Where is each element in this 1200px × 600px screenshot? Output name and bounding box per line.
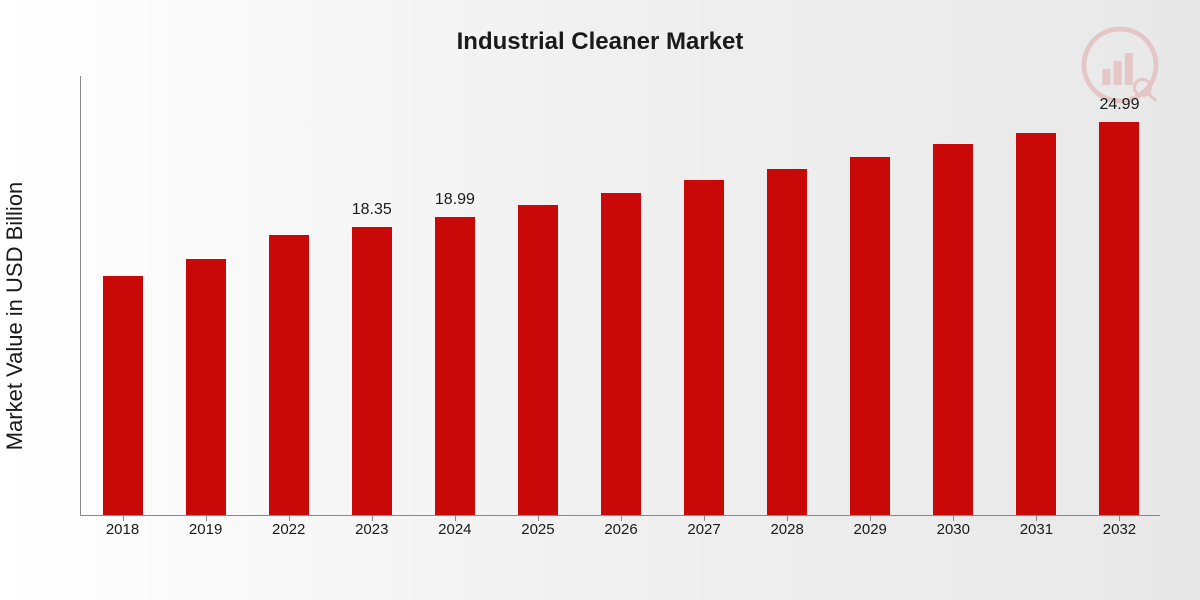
x-tick-label: 2029 bbox=[854, 521, 887, 538]
x-tick-label: 2018 bbox=[106, 521, 139, 538]
plot-area: 20182019202218.35202318.9920242025202620… bbox=[80, 76, 1160, 516]
bar bbox=[933, 144, 973, 515]
x-tick-label: 2024 bbox=[438, 521, 471, 538]
bar-wrapper: 18.99 bbox=[435, 191, 475, 515]
x-tick-label: 2028 bbox=[770, 521, 803, 538]
bar bbox=[352, 227, 392, 515]
bar-wrapper bbox=[186, 259, 226, 515]
bar-wrapper: 18.35 bbox=[352, 201, 392, 515]
bar-value-label: 24.99 bbox=[1099, 96, 1139, 114]
bar-wrapper bbox=[269, 235, 309, 515]
bar bbox=[1099, 122, 1139, 515]
chart-title: Industrial Cleaner Market bbox=[0, 0, 1200, 66]
bar bbox=[850, 157, 890, 515]
bar bbox=[103, 276, 143, 515]
bar-wrapper: 24.99 bbox=[1099, 96, 1139, 515]
bar-wrapper bbox=[103, 276, 143, 515]
x-tick-label: 2032 bbox=[1103, 521, 1136, 538]
x-tick-label: 2027 bbox=[687, 521, 720, 538]
x-tick-label: 2031 bbox=[1020, 521, 1053, 538]
bar-wrapper bbox=[684, 180, 724, 515]
x-tick-label: 2025 bbox=[521, 521, 554, 538]
bar bbox=[684, 180, 724, 515]
x-tick-label: 2030 bbox=[937, 521, 970, 538]
bar bbox=[1016, 133, 1056, 515]
bar bbox=[186, 259, 226, 515]
chart-container: Market Value in USD Billion 201820192022… bbox=[60, 76, 1180, 556]
bar-wrapper bbox=[1016, 133, 1056, 515]
x-tick-label: 2023 bbox=[355, 521, 388, 538]
bar bbox=[767, 169, 807, 515]
bar-wrapper bbox=[933, 144, 973, 515]
bar bbox=[518, 205, 558, 515]
bar bbox=[435, 217, 475, 515]
bar bbox=[601, 193, 641, 515]
bar-wrapper bbox=[850, 157, 890, 515]
bar bbox=[269, 235, 309, 515]
bar-wrapper bbox=[767, 169, 807, 515]
x-tick-label: 2022 bbox=[272, 521, 305, 538]
x-tick-label: 2026 bbox=[604, 521, 637, 538]
bar-value-label: 18.35 bbox=[352, 201, 392, 219]
bar-value-label: 18.99 bbox=[435, 191, 475, 209]
bar-wrapper bbox=[601, 193, 641, 515]
bar-wrapper bbox=[518, 205, 558, 515]
x-tick-label: 2019 bbox=[189, 521, 222, 538]
y-axis-label: Market Value in USD Billion bbox=[2, 182, 28, 451]
